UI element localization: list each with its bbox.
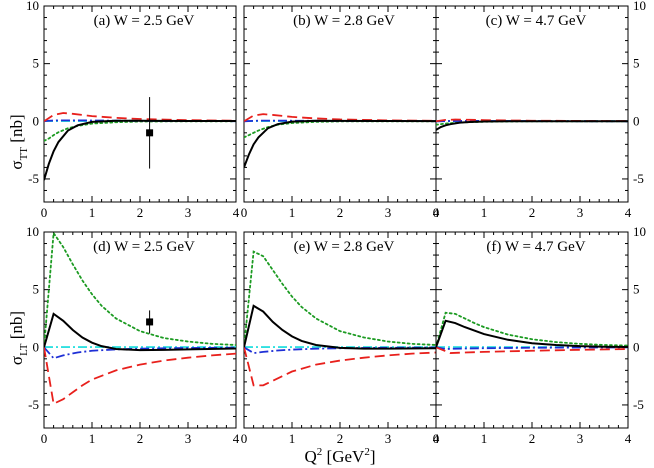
series-dashed-line: [44, 112, 236, 123]
panel-a-curves: [44, 112, 236, 181]
x-tick-label: 2: [337, 431, 344, 446]
panel-e-title: (e) W = 2.8 GeV: [294, 239, 395, 255]
y-tick-label-right: -5: [633, 397, 644, 412]
panel-d-curves: [44, 232, 236, 406]
x-tick-label: 1: [289, 431, 296, 446]
y-tick-label-right: 5: [633, 56, 640, 71]
series-solid-line: [436, 319, 628, 349]
series-dotted-line: [44, 232, 236, 349]
x-tick-label: 3: [385, 205, 392, 220]
data-point-marker: [146, 129, 154, 137]
panel-c-frame: [435, 5, 629, 203]
panel-a: 0 1 2 3 4 -5 0 5 10 (a) W = 2.5 GeV: [26, 0, 240, 220]
panel-a-title: (a) W = 2.5 GeV: [94, 13, 195, 29]
x-tick-label: 1: [289, 205, 296, 220]
x-tick-label: 0: [41, 431, 48, 446]
series-dotted-line: [436, 311, 628, 349]
series-solid-line: [244, 304, 436, 350]
y-tick-label-right: 10: [633, 224, 646, 239]
x-tick-label: 0: [241, 205, 248, 220]
x-tick-label: 2: [529, 205, 536, 220]
panel-f: 0 1 2 3 4 -5 0 5 10 (f) W = 4.7 GeV: [433, 224, 646, 446]
panel-d-title: (d) W = 2.5 GeV: [93, 239, 195, 255]
panel-f-title: (f) W = 4.7 GeV: [486, 239, 585, 255]
series-solid-line: [44, 119, 236, 181]
series-dashed-line: [44, 347, 236, 406]
x-tick-label: 4: [433, 431, 440, 446]
panel-c-curves: [436, 118, 628, 131]
x-tick-label: 4: [625, 431, 632, 446]
series-dash-dot-line: [44, 346, 236, 360]
panel-b-title: (b) W = 2.8 GeV: [293, 13, 395, 29]
x-tick-label: 4: [233, 205, 240, 220]
y-tick-label: 10: [26, 224, 39, 239]
x-tick-label: 2: [137, 205, 144, 220]
y-tick-label: 0: [33, 113, 40, 128]
series-dashed-line: [244, 347, 436, 387]
x-tick-label: 3: [185, 205, 192, 220]
x-tick-label: 2: [137, 431, 144, 446]
x-tick-label: 0: [433, 431, 440, 446]
series-solid-line: [436, 120, 628, 131]
series-solid-line: [44, 312, 236, 352]
y-tick-label: -5: [28, 397, 39, 412]
x-tick-label: 1: [89, 431, 96, 446]
x-tick-label: 3: [577, 431, 584, 446]
x-tick-label: 4: [625, 205, 632, 220]
y-tick-label: 5: [33, 56, 40, 71]
y-tick-label: 10: [26, 0, 39, 13]
series-dotted-line: [244, 120, 436, 139]
data-point-marker: [146, 318, 154, 326]
panel-b: 0 1 2 3 4 (b) W = 2.8 GeV: [241, 5, 440, 220]
series-dotted-line: [44, 120, 236, 142]
series-solid-line: [244, 119, 436, 168]
panel-d: 0 1 2 3 4 -5 0 5 10 (d) W = 2.5 GeV: [26, 224, 240, 446]
x-tick-label: 1: [89, 205, 96, 220]
y-tick-label-right: 10: [633, 0, 646, 13]
x-tick-label: 1: [481, 431, 488, 446]
x-tick-label: 3: [577, 205, 584, 220]
x-axis-title: Q2 [GeV2]: [305, 446, 376, 466]
y-axis-title-top: σTT [nb]: [7, 114, 30, 169]
y-tick-label-right: -5: [633, 171, 644, 186]
x-tick-label: 4: [233, 431, 240, 446]
panel-c: 0 1 2 3 4 -5 0 5 10 (c) W = 4.7 GeV: [433, 0, 646, 220]
x-tick-label: 2: [337, 205, 344, 220]
x-tick-label: 1: [481, 205, 488, 220]
series-dotted-line: [244, 250, 436, 349]
y-tick-label-right: 5: [633, 282, 640, 297]
x-tick-label: 0: [241, 431, 248, 446]
panel-c-title: (c) W = 4.7 GeV: [486, 13, 587, 29]
panel-b-frame: [243, 5, 437, 203]
panel-a-frame: [43, 5, 237, 203]
x-tick-label: 3: [385, 431, 392, 446]
panel-f-frame: [435, 231, 629, 429]
series-dash-dot-line: [436, 346, 628, 350]
x-tick-label: 2: [529, 431, 536, 446]
panel-f-curves: [436, 311, 628, 354]
x-tick-label: 4: [433, 205, 440, 220]
panel-b-curves: [244, 113, 436, 168]
y-axis-title-bottom: σLT [nb]: [7, 311, 30, 365]
y-tick-label: 0: [33, 339, 40, 354]
x-tick-label: 0: [41, 205, 48, 220]
x-tick-label: 0: [433, 205, 440, 220]
panel-e-curves: [244, 250, 436, 387]
y-tick-label: 5: [33, 282, 40, 297]
series-dashed-line: [436, 346, 628, 354]
y-tick-label-right: 0: [633, 339, 640, 354]
panel-e: 0 1 2 3 4 (e) W = 2.8 GeV: [241, 231, 440, 446]
y-tick-label: -5: [28, 171, 39, 186]
x-tick-label: 3: [185, 431, 192, 446]
panel-e-frame: [243, 231, 437, 429]
y-tick-label-right: 0: [633, 113, 640, 128]
